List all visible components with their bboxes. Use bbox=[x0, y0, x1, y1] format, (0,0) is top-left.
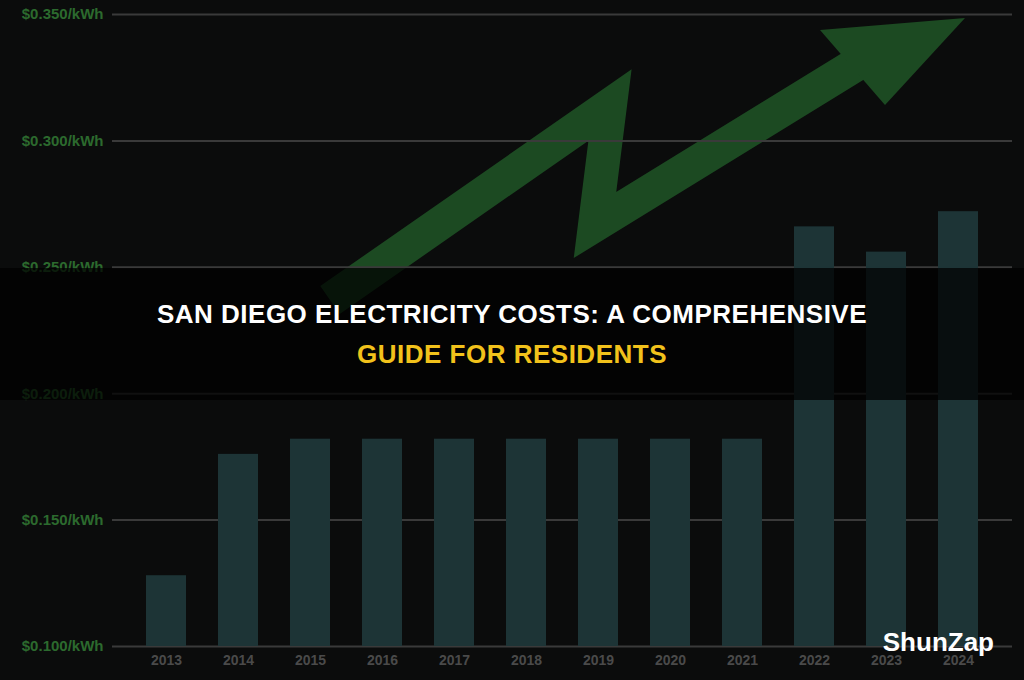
html-text:SAN DIEGO ELECTRICITY COSTS: A: SAN DIEGO ELECTRICITY COSTS: A COMPREHEN… bbox=[156, 299, 868, 329]
svg-text:2016: 2016 bbox=[367, 652, 398, 668]
svg-text:2018: 2018 bbox=[511, 652, 542, 668]
svg-text:$0.100/kWh: $0.100/kWh bbox=[22, 637, 104, 654]
svg-text:2024: 2024 bbox=[942, 652, 975, 669]
svg-text:2019: 2019 bbox=[583, 652, 614, 668]
svg-text:2017: 2017 bbox=[439, 652, 470, 668]
svg-text:2023: 2023 bbox=[870, 652, 903, 669]
svg-text:2015: 2015 bbox=[295, 652, 326, 668]
svg-text:2013: 2013 bbox=[151, 652, 182, 668]
svg-text:$0.300/kWh: $0.300/kWh bbox=[22, 132, 104, 149]
svg-text:$0.350/kWh: $0.350/kWh bbox=[22, 5, 104, 22]
svg-text:2022: 2022 bbox=[799, 652, 830, 668]
html-text:GUIDE FOR RESIDENTS: GUIDE FOR RESIDENTS bbox=[357, 339, 667, 369]
svg-text:2014: 2014 bbox=[223, 652, 254, 668]
svg-text:$0.150/kWh: $0.150/kWh bbox=[22, 511, 104, 528]
svg-text:2020: 2020 bbox=[655, 652, 686, 668]
html-text:ShunZap: ShunZap bbox=[882, 627, 994, 657]
svg-text:$0.250/kWh: $0.250/kWh bbox=[21, 258, 104, 276]
svg-text:2021: 2021 bbox=[727, 652, 758, 668]
